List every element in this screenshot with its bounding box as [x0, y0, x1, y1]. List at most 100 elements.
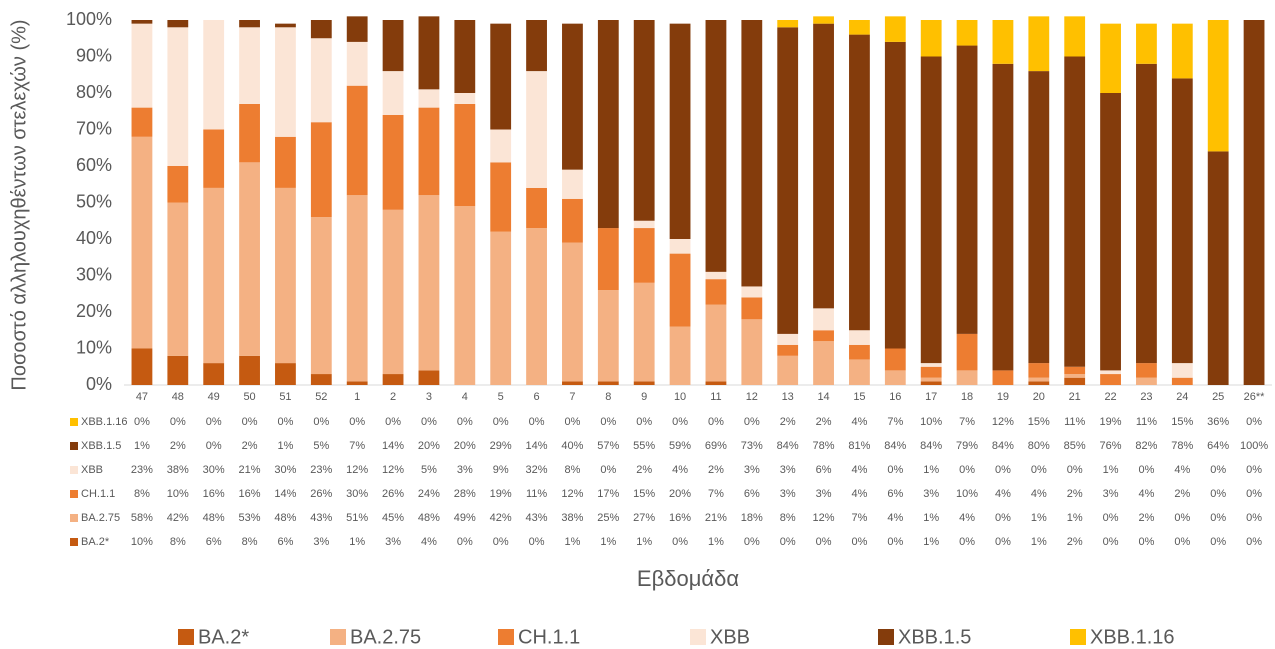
bar-segment [992, 370, 1014, 385]
x-tick-label: 50 [243, 391, 255, 403]
table-cell: 0% [672, 416, 688, 428]
table-cell: 0% [564, 416, 580, 428]
bar-segment [669, 326, 691, 385]
table-cell: 24% [418, 488, 440, 500]
table-cell: 4% [995, 488, 1011, 500]
bar-segment [239, 162, 260, 356]
bar-segment [1028, 377, 1050, 382]
x-axis-title: Εβδομάδα [637, 566, 739, 591]
bar-segment [1171, 363, 1193, 378]
table-cell: 1% [923, 464, 939, 476]
table-cell: 9% [493, 464, 509, 476]
y-tick-label: 100% [66, 9, 112, 29]
table-cell: 0% [600, 416, 616, 428]
bar-segment [992, 63, 1014, 371]
bar-segment [418, 107, 440, 196]
bar-segment [131, 20, 153, 24]
y-tick-label: 60% [76, 155, 112, 175]
bar-segment [705, 304, 727, 382]
bar-segment [1207, 151, 1229, 385]
x-tick-label: 52 [315, 391, 327, 403]
table-cell: 2% [1138, 512, 1154, 524]
bar-segment [418, 16, 440, 90]
table-cell: 0% [493, 536, 509, 548]
table-cell: 0% [672, 536, 688, 548]
bar-segment [705, 381, 727, 385]
bar-segment [310, 20, 332, 39]
table-cell: 2% [708, 464, 724, 476]
table-cell: 3% [816, 488, 832, 500]
bar-segment [1028, 71, 1050, 364]
table-cell: 23% [310, 464, 332, 476]
x-tick-label: 48 [172, 391, 184, 403]
bar-segment [1171, 23, 1193, 79]
table-cell: 49% [454, 512, 476, 524]
bar-segment [633, 228, 655, 283]
x-tick-label: 47 [136, 391, 148, 403]
table-cell: 0% [493, 416, 509, 428]
table-row-label: XBB [81, 464, 103, 476]
table-cell: 0% [134, 416, 150, 428]
table-cell: 0% [816, 536, 832, 548]
table-cell: 14% [382, 440, 404, 452]
x-tick-label: 6 [534, 391, 540, 403]
bar-segment [956, 20, 978, 46]
table-cell: 0% [887, 464, 903, 476]
bar-segment [490, 162, 512, 232]
table-cell: 0% [851, 536, 867, 548]
bar-segment [956, 370, 978, 385]
bar-segment [597, 20, 619, 229]
table-cell: 30% [203, 464, 225, 476]
table-cell: 0% [995, 536, 1011, 548]
legend-key [878, 629, 894, 645]
table-cell: 5% [421, 464, 437, 476]
bar-segment [597, 381, 619, 385]
y-tick-label: 70% [76, 118, 112, 138]
bar-segment [418, 195, 440, 371]
bar-segment [382, 114, 404, 210]
x-tick-label: 13 [782, 391, 794, 403]
table-legend-key [70, 514, 78, 522]
bar-segment [275, 136, 296, 188]
table-cell: 48% [418, 512, 440, 524]
table-cell: 0% [1067, 464, 1083, 476]
table-cell: 69% [705, 440, 727, 452]
bar-segment [526, 71, 547, 188]
table-cell: 0% [959, 464, 975, 476]
bar-segment [741, 319, 763, 385]
table-cell: 0% [206, 440, 222, 452]
bar-segment [310, 38, 332, 123]
legend-label: XBB.1.5 [898, 626, 971, 648]
legend-key [690, 629, 706, 645]
table-cell: 29% [490, 440, 512, 452]
x-tick-label: 12 [746, 391, 758, 403]
bar-segment [131, 136, 153, 349]
table-cell: 0% [1210, 464, 1226, 476]
table-cell: 42% [490, 512, 512, 524]
table-row-label: CH.1.1 [81, 488, 115, 500]
bar-segment [562, 169, 583, 199]
bar-segment [813, 330, 834, 342]
x-tick-label: 7 [569, 391, 575, 403]
table-cell: 8% [170, 536, 186, 548]
bar-segment [992, 20, 1014, 64]
table-cell: 20% [418, 440, 440, 452]
x-tick-label: 10 [674, 391, 686, 403]
table-row-label: BA.2.75 [81, 512, 120, 524]
bar-segment [203, 20, 225, 130]
bar-segment [669, 239, 691, 254]
table-cell: 1% [1067, 512, 1083, 524]
bar-segment [777, 333, 799, 345]
table-cell: 4% [851, 416, 867, 428]
bar-segment [203, 187, 225, 364]
table-cell: 2% [242, 440, 258, 452]
table-cell: 16% [203, 488, 225, 500]
table-cell: 19% [490, 488, 512, 500]
bar-segment [562, 381, 583, 385]
bar-segment [382, 209, 404, 375]
table-legend-key [70, 418, 78, 426]
table-cell: 3% [385, 536, 401, 548]
table-cell: 3% [780, 464, 796, 476]
bar-segment [813, 308, 834, 331]
table-cell: 0% [1210, 488, 1226, 500]
